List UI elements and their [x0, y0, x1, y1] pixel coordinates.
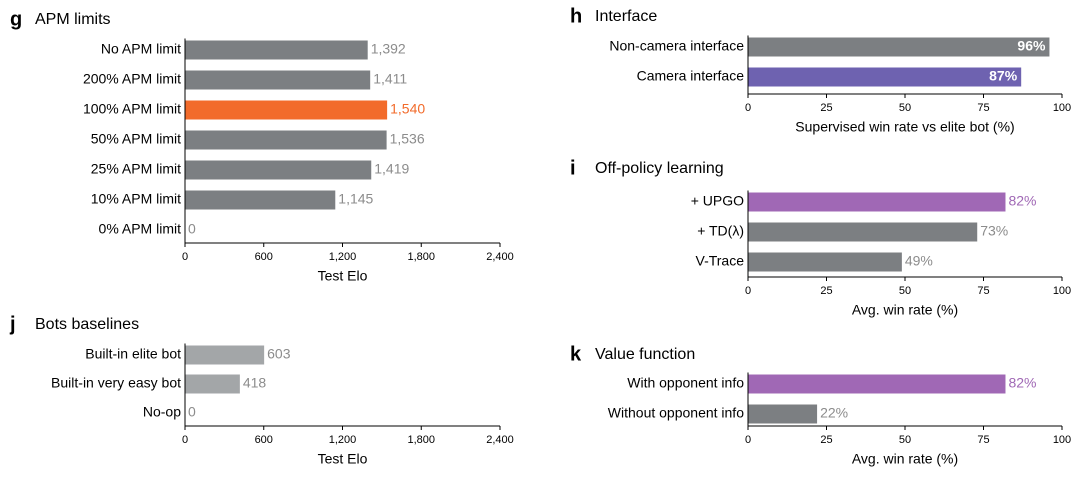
- value-label-h-0: 96%: [1017, 38, 1046, 54]
- panel-title-h: Interface: [595, 8, 657, 25]
- bar-i-1: [748, 222, 978, 242]
- category-label-j-0: Built-in elite bot: [85, 346, 181, 362]
- x-axis-label-i: Avg. win rate (%): [852, 302, 958, 318]
- category-label-i-0: + UPGO: [691, 193, 744, 209]
- x-axis-label-h: Supervised win rate vs elite bot (%): [795, 119, 1014, 135]
- bar-h-1: [748, 67, 1022, 87]
- x-tick-label-i-0: 0: [745, 285, 751, 297]
- value-label-j-2: 0: [188, 404, 196, 420]
- value-label-j-0: 603: [267, 346, 291, 362]
- panel-letter-h: h: [570, 5, 582, 27]
- category-label-g-4: 25% APM limit: [91, 161, 181, 177]
- bar-h-0: [748, 37, 1050, 57]
- value-label-g-2: 1,540: [390, 101, 425, 117]
- x-tick-label-i-2: 50: [899, 285, 911, 297]
- x-tick-label-j-4: 2,400: [486, 434, 514, 446]
- panel-letter-g: g: [10, 8, 22, 30]
- x-tick-label-h-0: 0: [745, 102, 751, 114]
- bar-g-0: [185, 40, 368, 60]
- bar-g-2: [185, 100, 388, 120]
- x-tick-label-i-3: 75: [977, 285, 989, 297]
- bar-g-4: [185, 160, 372, 180]
- value-label-g-3: 1,536: [390, 131, 425, 147]
- x-tick-label-k-4: 100: [1053, 434, 1071, 446]
- category-label-g-0: No APM limit: [101, 41, 181, 57]
- x-tick-label-g-3: 1,800: [407, 251, 435, 263]
- x-tick-label-g-4: 2,400: [486, 251, 514, 263]
- panel-letter-i: i: [570, 157, 576, 179]
- x-tick-label-j-2: 1,200: [329, 434, 357, 446]
- value-label-k-1: 22%: [820, 405, 848, 421]
- category-label-i-2: V-Trace: [696, 253, 745, 269]
- value-label-j-1: 418: [243, 375, 267, 391]
- value-label-i-1: 73%: [980, 223, 1008, 239]
- x-axis-label-j: Test Elo: [318, 451, 368, 467]
- bar-j-1: [185, 374, 240, 394]
- bar-g-5: [185, 190, 336, 210]
- panel-title-j: Bots baselines: [35, 316, 139, 333]
- x-axis-label-k: Avg. win rate (%): [852, 451, 958, 467]
- bar-i-2: [748, 252, 902, 272]
- value-label-g-1: 1,411: [373, 71, 407, 87]
- x-tick-label-k-0: 0: [745, 434, 751, 446]
- value-label-h-1: 87%: [989, 68, 1018, 84]
- value-label-i-0: 82%: [1008, 193, 1036, 209]
- x-tick-label-h-3: 75: [977, 102, 989, 114]
- value-label-g-4: 1,419: [374, 161, 409, 177]
- panel-title-g: APM limits: [35, 11, 111, 28]
- x-tick-label-k-3: 75: [977, 434, 989, 446]
- x-tick-label-j-1: 600: [255, 434, 273, 446]
- x-tick-label-i-1: 25: [820, 285, 832, 297]
- category-label-g-5: 10% APM limit: [91, 191, 181, 207]
- panel-letter-j: j: [9, 313, 16, 335]
- bar-k-0: [748, 374, 1006, 394]
- x-tick-label-i-4: 100: [1053, 285, 1071, 297]
- category-label-g-3: 50% APM limit: [91, 131, 181, 147]
- category-label-g-2: 100% APM limit: [83, 101, 181, 117]
- bar-j-0: [185, 345, 265, 365]
- value-label-g-0: 1,392: [371, 41, 406, 57]
- x-tick-label-k-1: 25: [820, 434, 832, 446]
- category-label-g-1: 200% APM limit: [83, 71, 181, 87]
- category-label-k-1: Without opponent info: [608, 405, 744, 421]
- panel-letter-k: k: [570, 343, 582, 365]
- category-label-k-0: With opponent info: [627, 375, 744, 391]
- category-label-i-1: + TD(λ): [697, 223, 744, 239]
- category-label-g-6: 0% APM limit: [99, 221, 182, 237]
- panel-title-i: Off-policy learning: [595, 160, 724, 177]
- x-tick-label-j-0: 0: [182, 434, 188, 446]
- value-label-k-0: 82%: [1008, 375, 1036, 391]
- x-tick-label-k-2: 50: [899, 434, 911, 446]
- category-label-h-1: Camera interface: [637, 68, 745, 84]
- bar-k-1: [748, 404, 818, 424]
- x-tick-label-h-1: 25: [820, 102, 832, 114]
- x-tick-label-h-2: 50: [899, 102, 911, 114]
- category-label-j-1: Built-in very easy bot: [51, 375, 181, 391]
- x-axis-label-g: Test Elo: [318, 268, 368, 284]
- bar-i-0: [748, 192, 1006, 212]
- value-label-g-5: 1,145: [338, 191, 373, 207]
- x-tick-label-h-4: 100: [1053, 102, 1071, 114]
- value-label-i-2: 49%: [905, 253, 933, 269]
- bar-g-1: [185, 70, 371, 90]
- x-tick-label-g-2: 1,200: [329, 251, 357, 263]
- panel-title-k: Value function: [595, 346, 695, 363]
- category-label-j-2: No-op: [143, 404, 181, 420]
- category-label-h-0: Non-camera interface: [609, 38, 744, 54]
- x-tick-label-g-0: 0: [182, 251, 188, 263]
- x-tick-label-g-1: 600: [255, 251, 273, 263]
- x-tick-label-j-3: 1,800: [407, 434, 435, 446]
- bar-g-3: [185, 130, 387, 150]
- value-label-g-6: 0: [188, 221, 196, 237]
